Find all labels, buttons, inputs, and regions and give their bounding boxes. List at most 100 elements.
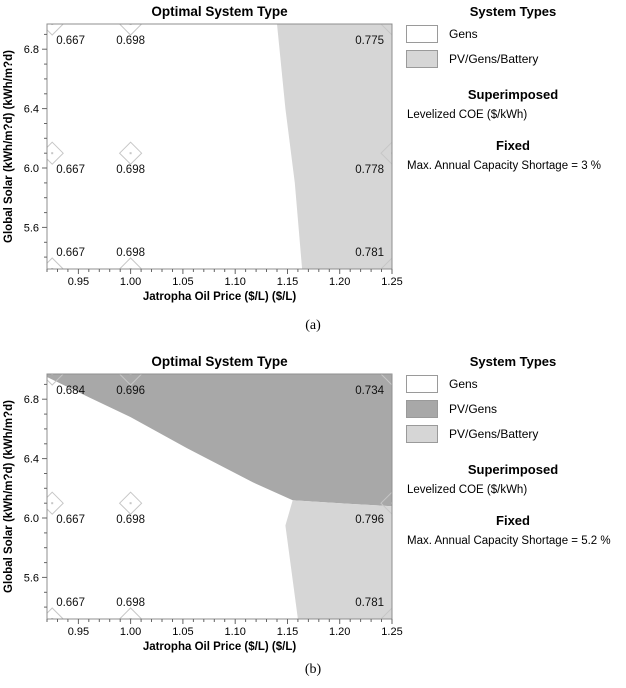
data-point-marker [380,257,392,269]
legend-item-label: PV/Gens/Battery [449,426,539,441]
data-point-marker [118,491,143,515]
data-point-marker [47,24,64,36]
data-point-center-dot [51,152,54,155]
chart-a-caption: (a) [305,318,321,333]
x-tick-label: 1.00 [120,626,141,638]
data-point-marker [118,24,143,36]
data-point-center-dot [129,152,132,155]
data-point-marker [47,141,64,165]
coe-value-label: 0.775 [355,35,384,47]
legend-item-label: PV/Gens/Battery [449,51,539,66]
x-axis-title: Jatropha Oil Price ($/L) ($/L) [143,641,297,653]
x-axis-title: Jatropha Oil Price ($/L) ($/L) [143,291,297,303]
data-point-marker [118,607,143,619]
legend-item-label: Gens [449,26,478,41]
coe-value-label: 0.667 [56,247,85,259]
y-tick-label: 5.6 [24,572,39,584]
superimposed-heading: Superimposed [467,87,559,102]
chart-a: Optimal System Type 0.95 1.00 1.05 1.10 1.15 1… [3,4,624,333]
x-tick-label: 1.10 [224,276,245,288]
data-point-marker [118,374,143,386]
x-tick-label: 1.05 [172,626,193,638]
coe-value-label: 0.696 [116,385,145,397]
fixed-heading: Fixed [496,513,530,528]
legend-swatch-pv-gens-battery [406,49,438,68]
coe-value-label: 0.684 [56,385,85,397]
y-axis-title: Global Solar (kWh/m?d) (kWh/m?d) [3,400,15,593]
fixed-label: Max. Annual Capacity Shortage = 3 % [407,160,602,172]
legend-items: Gens PV/Gens/Battery [402,24,624,68]
region-pv-gens-battery [277,24,392,269]
y-tick-label: 6.4 [24,104,39,116]
data-point-marker [118,141,143,165]
superimposed-label: Levelized COE ($/kWh) [407,109,528,121]
plot-frame [46,373,393,620]
data-point-marker [47,491,64,515]
coe-value-label: 0.698 [116,164,145,176]
chart-title: Optimal System Type [151,4,288,19]
fixed-label: Max. Annual Capacity Shortage = 5.2 % [407,535,611,547]
legend-swatch-gens [406,24,438,43]
coe-value-label: 0.734 [355,385,384,397]
coe-value-label: 0.796 [355,514,384,526]
data-point-marker [47,257,64,269]
coe-value-label: 0.698 [116,35,145,47]
y-tick-label: 6.0 [24,163,39,175]
x-tick-label: 1.15 [277,276,298,288]
coe-value-label: 0.667 [56,597,85,609]
y-axis-title: Global Solar (kWh/m?d) (kWh/m?d) [3,50,15,243]
superimposed-heading: Superimposed [467,462,559,477]
y-tick-label: 5.6 [24,222,39,234]
legend-item-pv-gens: PV/Gens [406,399,624,418]
data-point-marker [380,491,392,515]
fixed-heading: Fixed [496,138,530,153]
data-point-marker [47,374,64,386]
chart-b-legend: System Types Gens PV/Gens PV/Gens/Battery Su… [402,354,624,548]
chart-a-plot: Optimal System Type 0.95 1.00 1.05 1.10 1.15 1… [3,4,403,303]
x-tick-label: 1.25 [381,626,402,638]
y-tick-label: 6.8 [24,44,39,56]
coe-value-label: 0.781 [355,247,384,259]
x-tick-label: 0.95 [68,276,89,288]
legend-item-gens: Gens [406,374,624,393]
x-tick-label: 1.20 [329,626,350,638]
plot-frame [46,23,393,270]
coe-value-label: 0.778 [355,164,384,176]
chart-title: Optimal System Type [151,354,288,369]
x-tick-label: 1.05 [172,276,193,288]
x-tick-label: 1.00 [120,276,141,288]
superimposed-label: Levelized COE ($/kWh) [407,484,528,496]
data-point-marker [380,141,392,165]
data-point-marker [118,257,143,269]
legend-item-gens: Gens [406,24,624,43]
data-point-marker [47,607,64,619]
legend-swatch-gens [406,374,438,393]
x-tick-label: 1.25 [381,276,402,288]
coe-value-label: 0.698 [116,247,145,259]
legend-swatch-pv-gens [406,399,438,418]
legend-item-label: PV/Gens [449,401,498,416]
coe-value-label: 0.667 [56,164,85,176]
chart-b-plot: Optimal System Type 0.95 1.00 1.05 1.10 1.15 1… [3,354,403,653]
x-tick-label: 0.95 [68,626,89,638]
legend-item-pv-gens-battery: PV/Gens/Battery [406,424,624,443]
data-point-center-dot [51,502,54,505]
legend-items: Gens PV/Gens PV/Gens/Battery [402,374,624,443]
data-point-center-dot [129,502,132,505]
region-pv-gens-battery [285,500,392,619]
chart-b-caption: (b) [304,662,322,677]
x-tick-label: 1.20 [329,276,350,288]
coe-value-label: 0.698 [116,514,145,526]
system-types-heading: System Types [469,4,557,19]
legend-item-pv-gens-battery: PV/Gens/Battery [406,49,624,68]
y-tick-label: 6.0 [24,513,39,525]
coe-value-label: 0.781 [355,597,384,609]
x-tick-label: 1.10 [224,626,245,638]
chart-a-legend: System Types Gens PV/Gens/Battery Superimpo… [402,4,624,173]
coe-value-label: 0.667 [56,35,85,47]
coe-value-label: 0.698 [116,597,145,609]
y-tick-label: 6.8 [24,394,39,406]
chart-b: Optimal System Type 0.95 1.00 1.05 1.10 1.15 1… [0,350,626,688]
legend-item-label: Gens [449,376,478,391]
